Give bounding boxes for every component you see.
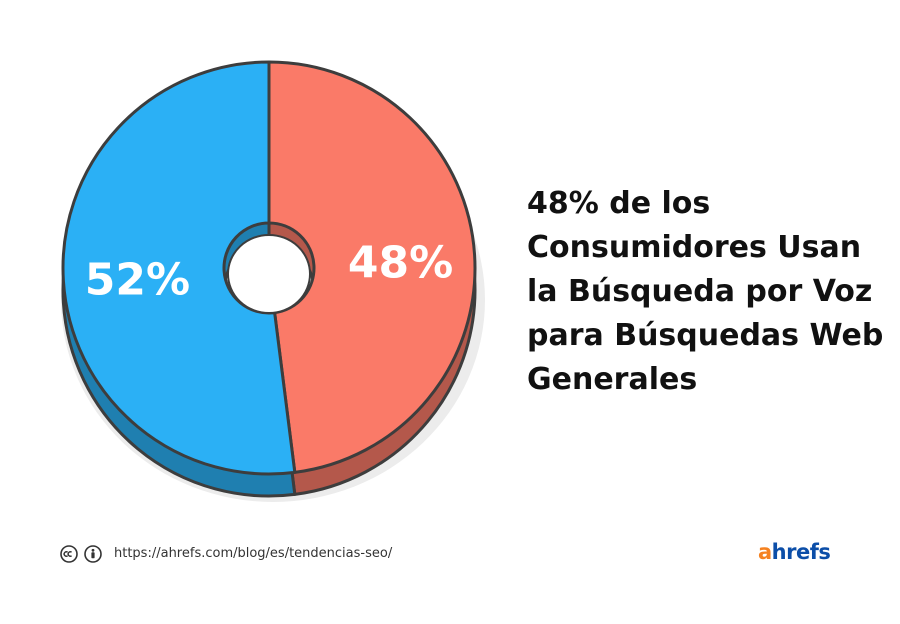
brand-name: hrefs: [771, 540, 831, 564]
chart-headline: 48% de los Consumidores Usan la Búsqueda…: [527, 182, 899, 402]
donut-chart: 48% 52%: [61, 60, 485, 502]
slice-label: 48%: [348, 238, 453, 289]
attribution-icon[interactable]: [84, 545, 102, 563]
headline-line: Generales: [527, 362, 698, 397]
headline-line: la Búsqueda por Voz: [527, 274, 873, 309]
source-link[interactable]: https://ahrefs.com/blog/es/tendencias-se…: [114, 546, 393, 561]
slice-label: 52%: [85, 254, 190, 305]
slice: [267, 60, 477, 474]
donut-hole: [227, 234, 311, 314]
cc-icon[interactable]: [60, 545, 78, 563]
license-icons: [60, 545, 102, 563]
headline-line: 48% de los: [527, 186, 711, 221]
slice: [61, 60, 297, 476]
headline-line: Consumidores Usan: [527, 230, 862, 265]
headline-line: para Búsquedas Web: [527, 318, 884, 353]
brand-letter: a: [758, 540, 772, 564]
ahrefs-logo[interactable]: ahrefs: [758, 540, 831, 564]
